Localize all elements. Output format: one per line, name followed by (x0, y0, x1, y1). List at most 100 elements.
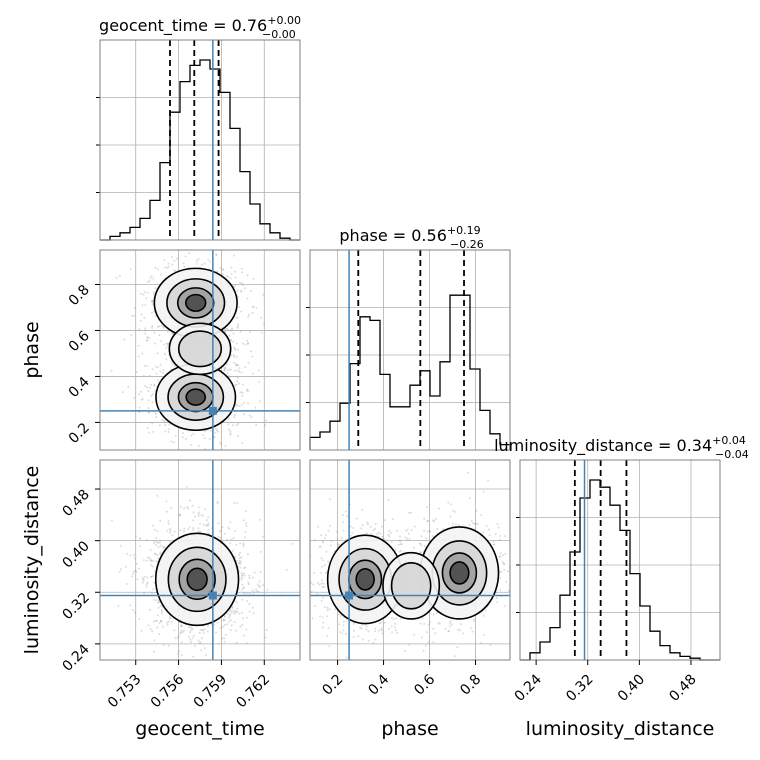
sample-point (155, 413, 157, 415)
sample-point (172, 441, 175, 444)
sample-point (235, 342, 238, 345)
sample-point (454, 510, 457, 513)
sample-point (450, 503, 453, 506)
sample-point (285, 568, 288, 571)
sample-point (166, 344, 169, 347)
sample-point (115, 276, 118, 279)
sample-point (241, 588, 244, 591)
sample-point (149, 277, 152, 280)
sample-point (246, 600, 249, 602)
sample-point (150, 575, 153, 578)
contour-line (154, 532, 240, 627)
sample-point (427, 519, 430, 522)
sample-point (318, 583, 321, 586)
sample-point (468, 497, 471, 500)
sample-point (147, 624, 150, 627)
sample-point (235, 601, 238, 604)
sample-point (232, 424, 235, 427)
sample-point (158, 334, 161, 337)
sample-point (226, 274, 228, 277)
contour-line (449, 561, 470, 585)
sample-point (449, 515, 452, 518)
sample-point (179, 514, 182, 517)
truth-marker (208, 406, 217, 415)
sample-point (450, 623, 453, 626)
sample-point (321, 616, 324, 619)
sample-point (150, 564, 153, 567)
sample-point (426, 530, 429, 533)
sample-point (328, 498, 331, 501)
sample-point (157, 601, 160, 604)
sample-point (236, 376, 239, 379)
sample-point (366, 521, 369, 524)
sample-point (259, 550, 262, 553)
sample-point (432, 519, 434, 522)
sample-point (230, 368, 232, 371)
sample-point (246, 274, 249, 277)
sample-point (236, 316, 239, 319)
sample-point (188, 626, 191, 629)
sample-point (362, 638, 365, 641)
sample-point (110, 369, 113, 372)
sample-point (264, 424, 266, 427)
sample-point (223, 615, 226, 618)
sample-point (224, 366, 227, 369)
sample-point (149, 559, 152, 562)
sample-point (335, 530, 338, 533)
sample-point (241, 403, 244, 406)
sample-point (156, 268, 159, 271)
hist-phase (306, 249, 511, 451)
sample-point (391, 631, 394, 634)
sample-point (449, 625, 451, 628)
sample-point (150, 275, 153, 278)
sample-point (148, 280, 151, 283)
sample-point (129, 268, 132, 271)
sample-point (313, 605, 316, 608)
sample-point (184, 438, 187, 440)
sample-point (422, 649, 425, 652)
sample-point (198, 642, 201, 644)
sample-point (393, 622, 396, 625)
sample-point (230, 273, 233, 276)
sample-point (482, 490, 485, 493)
sample-point (202, 523, 205, 526)
sample-point (327, 560, 330, 563)
sample-point (187, 528, 190, 531)
sample-point (146, 386, 148, 389)
sample-point (176, 636, 179, 639)
sample-point (252, 277, 255, 280)
sample-point (383, 519, 386, 522)
sample-point (154, 342, 157, 345)
sample-point (408, 644, 411, 646)
sample-point (161, 419, 164, 421)
sample-point (406, 538, 409, 541)
sample-point (258, 580, 261, 583)
sample-point (241, 271, 244, 274)
sample-point (228, 334, 231, 337)
sample-point (379, 532, 382, 535)
sample-point (144, 304, 147, 307)
sample-point (248, 313, 251, 316)
sample-point (342, 529, 345, 532)
sample-point (255, 306, 258, 309)
sample-point (229, 614, 232, 617)
sample-point (252, 372, 254, 375)
ytick-label-phase: 0.6 (66, 328, 93, 355)
sample-point (147, 390, 150, 392)
sample-point (244, 510, 247, 513)
sample-point (242, 519, 245, 522)
sample-point (399, 543, 402, 546)
contour-line (186, 567, 208, 592)
sample-point (321, 541, 324, 544)
sample-point (235, 424, 238, 427)
sample-point (185, 485, 188, 488)
sample-point (192, 527, 195, 529)
sample-point (432, 641, 435, 643)
sample-point (404, 536, 407, 539)
sample-point (349, 534, 352, 537)
sample-point (142, 579, 145, 582)
sample-point (149, 548, 152, 551)
sample-point (180, 629, 183, 632)
sample-point (311, 617, 314, 620)
sample-point (231, 606, 234, 609)
